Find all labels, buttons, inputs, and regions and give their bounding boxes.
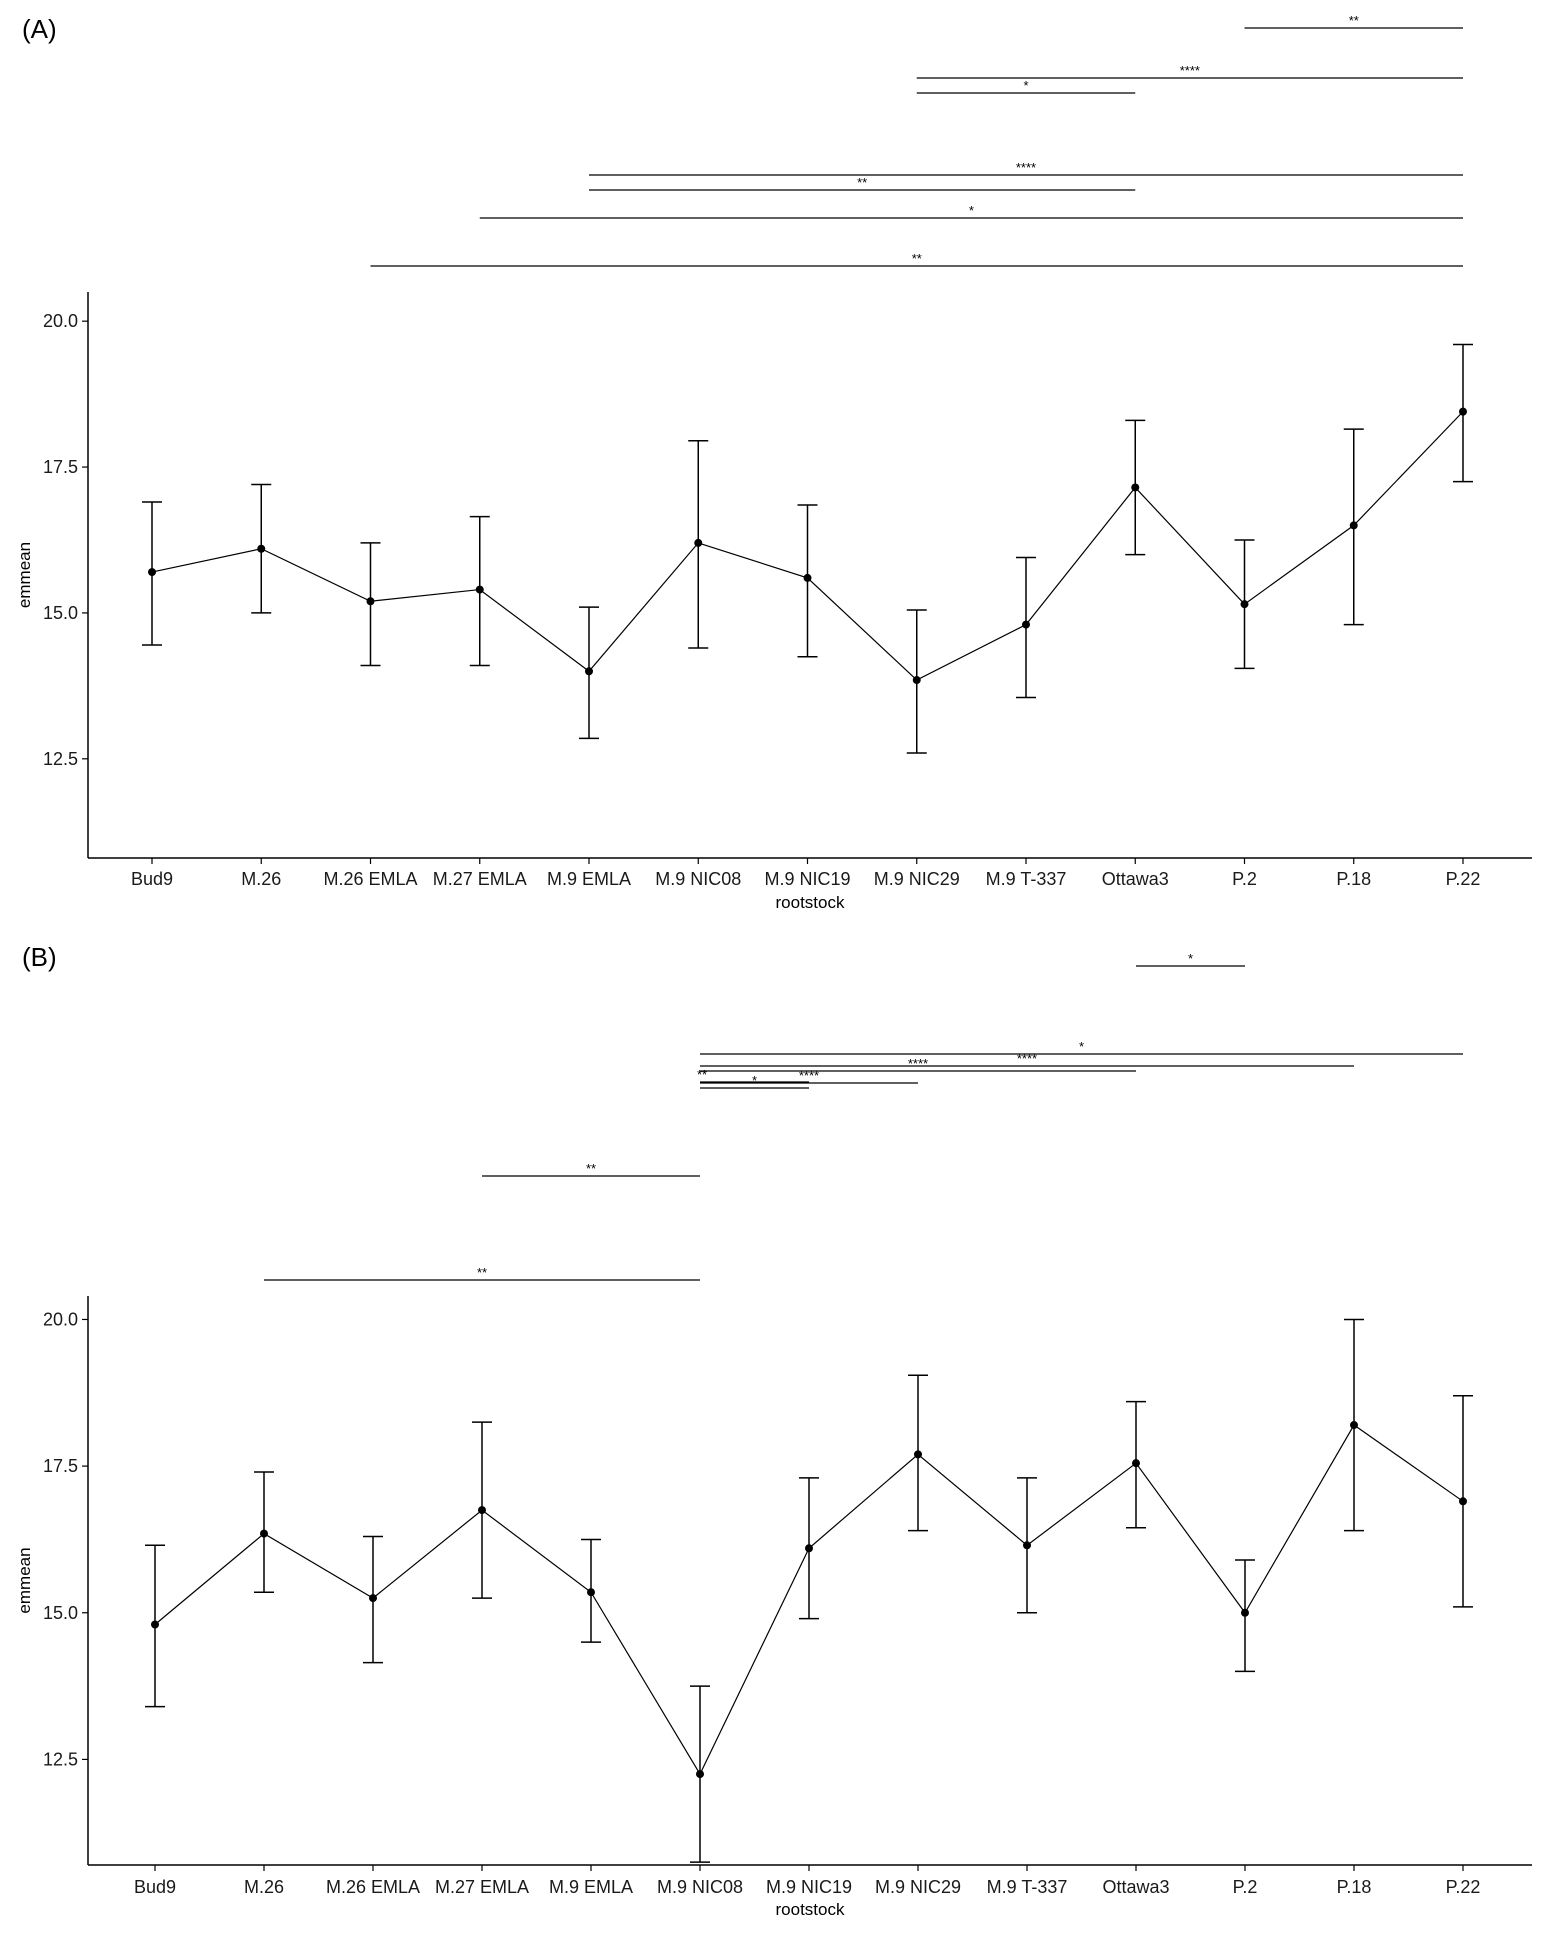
x-tick-label: P.2	[1233, 1877, 1258, 1897]
data-point	[369, 1594, 377, 1603]
x-tick-label: M.26	[241, 869, 281, 889]
x-tick-label: M.9 NIC29	[875, 1877, 961, 1897]
x-tick-label: M.9 NIC08	[655, 869, 741, 889]
data-point	[1132, 1459, 1140, 1468]
data-point	[148, 568, 156, 577]
x-tick-label: P.22	[1446, 869, 1481, 889]
significance-label: **	[697, 1067, 707, 1082]
data-point	[696, 1770, 704, 1779]
data-point	[587, 1588, 595, 1597]
x-axis-title: rootstock	[776, 893, 845, 912]
data-point	[1350, 1421, 1358, 1430]
x-tick-label: M.9 NIC19	[764, 869, 850, 889]
x-tick-label: Ottawa3	[1102, 869, 1169, 889]
significance-label: **	[477, 1265, 487, 1280]
significance-label: ****	[908, 1056, 928, 1071]
y-axis-title: emmean	[15, 542, 34, 608]
x-tick-label: Bud9	[134, 1877, 176, 1897]
data-point	[478, 1506, 486, 1515]
significance-label: **	[857, 175, 867, 190]
x-tick-label: M.9 EMLA	[549, 1877, 633, 1897]
x-tick-label: M.9 NIC08	[657, 1877, 743, 1897]
significance-label: *	[969, 203, 974, 218]
significance-label: *	[1079, 1039, 1084, 1054]
x-tick-label: M.27 EMLA	[433, 869, 527, 889]
data-point	[1241, 1608, 1249, 1617]
significance-label: **	[912, 251, 922, 266]
data-point	[257, 544, 266, 553]
data-point	[1459, 407, 1467, 416]
panel-b-label: (B)	[22, 942, 57, 972]
x-tick-label: M.26 EMLA	[326, 1877, 420, 1897]
y-tick-label: 12.5	[43, 749, 78, 769]
y-tick-label: 17.5	[43, 457, 78, 477]
x-tick-label: M.9 EMLA	[547, 869, 631, 889]
x-tick-label: P.22	[1446, 1877, 1481, 1897]
x-tick-label: M.9 NIC29	[874, 869, 960, 889]
data-point	[1240, 600, 1249, 609]
x-tick-label: M.26 EMLA	[323, 869, 417, 889]
data-point	[912, 676, 921, 685]
x-axis-title: rootstock	[776, 1900, 845, 1919]
significance-label: *	[1188, 951, 1193, 966]
data-point	[366, 597, 375, 606]
significance-label: ****	[1180, 63, 1200, 78]
data-point	[1459, 1497, 1467, 1506]
y-tick-label: 17.5	[43, 1456, 78, 1476]
x-tick-label: P.18	[1337, 1877, 1372, 1897]
x-tick-label: M.9 T-337	[986, 869, 1067, 889]
significance-label: *	[752, 1073, 757, 1088]
data-point	[1022, 620, 1030, 629]
x-tick-label: P.18	[1336, 869, 1371, 889]
data-point	[805, 1544, 813, 1553]
y-tick-label: 15.0	[43, 1603, 78, 1623]
significance-label: **	[586, 1161, 596, 1176]
x-tick-label: P.2	[1232, 869, 1257, 889]
significance-label: ****	[799, 1068, 819, 1083]
x-tick-label: M.9 NIC19	[766, 1877, 852, 1897]
data-point	[260, 1529, 268, 1538]
y-tick-label: 20.0	[43, 311, 78, 331]
x-tick-label: M.26	[244, 1877, 284, 1897]
x-tick-label: Bud9	[131, 869, 173, 889]
data-point	[694, 538, 703, 547]
data-point	[1349, 521, 1358, 530]
significance-label: **	[1349, 13, 1359, 28]
panel-a-label: (A)	[22, 14, 57, 44]
significance-label: ****	[1017, 1051, 1037, 1066]
y-axis-title: emmean	[15, 1547, 34, 1613]
data-point	[803, 573, 812, 582]
data-point	[1023, 1541, 1031, 1550]
data-point	[151, 1620, 159, 1629]
data-point	[1131, 483, 1140, 492]
data-point	[914, 1450, 922, 1459]
x-tick-label: M.27 EMLA	[435, 1877, 529, 1897]
x-tick-label: Ottawa3	[1102, 1877, 1169, 1897]
data-point	[475, 585, 484, 594]
data-point	[585, 667, 593, 676]
y-tick-label: 12.5	[43, 1749, 78, 1769]
y-tick-label: 15.0	[43, 603, 78, 623]
significance-label: *	[1023, 78, 1028, 93]
x-tick-label: M.9 T-337	[987, 1877, 1068, 1897]
y-tick-label: 20.0	[43, 1309, 78, 1329]
significance-label: ****	[1016, 160, 1036, 175]
